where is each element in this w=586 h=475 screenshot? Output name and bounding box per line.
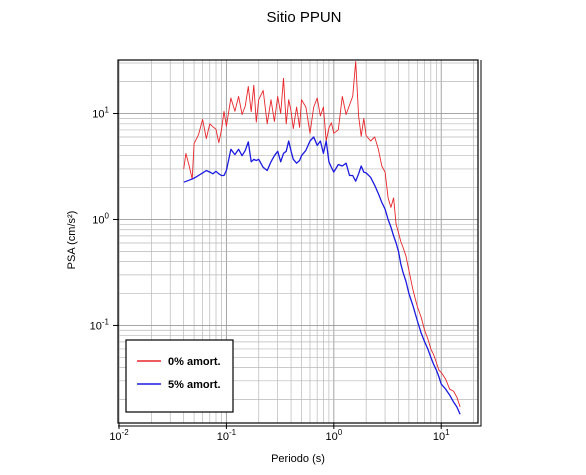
y-tick-label: 101 — [92, 106, 109, 121]
legend-label-0: 0% amort. — [168, 356, 221, 368]
x-tick-label: 10-2 — [109, 428, 129, 443]
chart-title: Sitio PPUN — [266, 9, 341, 26]
x-tick-label: 101 — [433, 428, 450, 443]
y-axis-label: PSA (cm/s²) — [66, 211, 78, 270]
series-line-0 — [183, 61, 461, 408]
plot-border — [117, 59, 479, 424]
x-axis-label: Periodo (s) — [271, 453, 325, 465]
x-tick-label: 100 — [325, 428, 342, 443]
legend-label-1: 5% amort. — [168, 379, 221, 391]
plot-frame — [117, 59, 482, 427]
y-axis-ticks: 10-1 100 101 — [90, 106, 119, 332]
legend-box — [125, 339, 234, 413]
y-tick-label: 100 — [92, 211, 109, 226]
plot-border-offset — [118, 60, 482, 427]
y-tick-label: 10-1 — [90, 317, 110, 332]
series-line-1 — [183, 136, 461, 415]
legend: 0% amort. 5% amort. — [125, 339, 234, 413]
series — [183, 61, 461, 415]
x-tick-label: 10-1 — [217, 428, 237, 443]
